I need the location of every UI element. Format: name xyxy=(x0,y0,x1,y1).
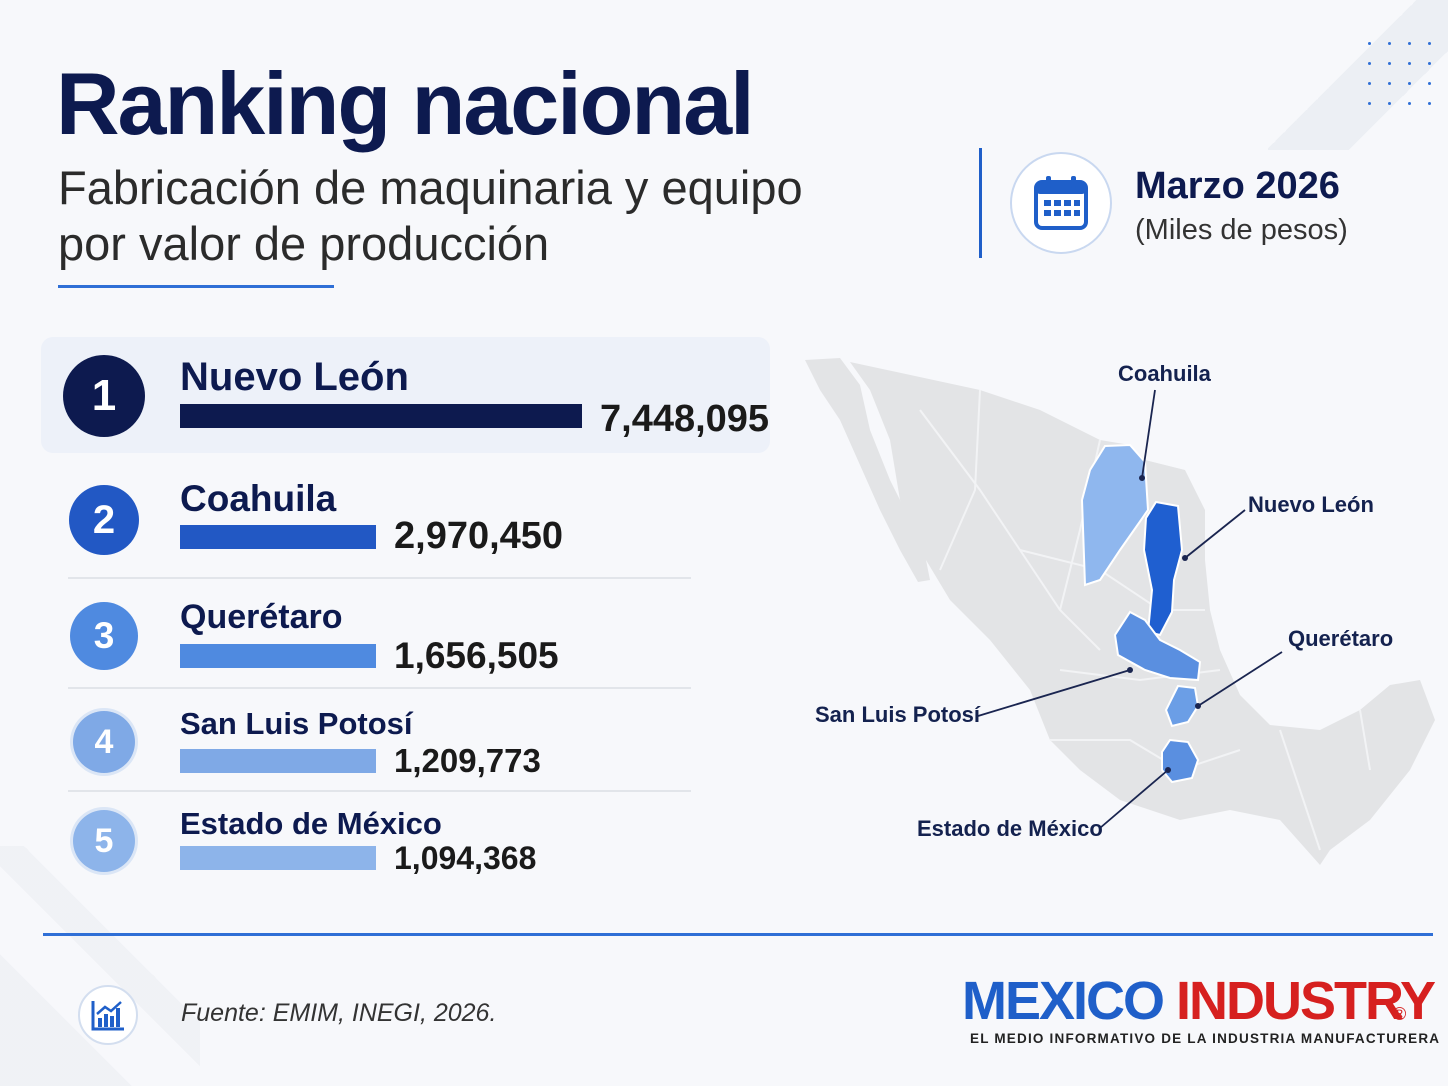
map-leader-lines xyxy=(977,389,1283,829)
map-label-queretaro: Querétaro xyxy=(1288,626,1393,651)
brand-logo-part1: MEXICO xyxy=(962,971,1165,1031)
decoration-dot xyxy=(1408,62,1411,65)
map-dot-estado-de-mexico xyxy=(1165,767,1171,773)
rank-badge: 2 xyxy=(69,485,139,555)
rank-value: 2,970,450 xyxy=(394,515,564,557)
decoration-dot xyxy=(1408,102,1411,105)
map-state-estado-de-mexico xyxy=(1161,738,1200,784)
rank-state-name: San Luis Potosí xyxy=(180,706,413,741)
footer-divider xyxy=(43,933,1433,936)
rank-badge: 1 xyxy=(63,355,145,437)
map-dot-queretaro xyxy=(1195,703,1201,709)
decoration-dot xyxy=(1428,102,1431,105)
decoration-dot xyxy=(1368,42,1371,45)
decoration-dot xyxy=(1368,102,1371,105)
map-state-nuevo-leon xyxy=(1142,500,1184,637)
rank-state-name: Coahuila xyxy=(180,478,337,519)
top-rank-highlight xyxy=(41,337,770,453)
chart-growth-icon xyxy=(91,1001,124,1031)
rank-value: 1,209,773 xyxy=(394,742,541,779)
page-title: Ranking nacional xyxy=(56,54,755,153)
brand-logo: MEXICO INDUSTRY xyxy=(962,971,1436,1031)
rank-separator xyxy=(68,577,691,579)
date-label: Marzo 2026 xyxy=(1135,165,1340,207)
map-mainland xyxy=(850,362,1435,865)
rank-bar xyxy=(180,404,582,428)
divider xyxy=(979,148,982,258)
brand-logo-part2: INDUSTRY xyxy=(1176,971,1436,1031)
rank-state-name: Nuevo León xyxy=(180,355,409,399)
decoration-dot xyxy=(1388,62,1391,65)
decoration-dot xyxy=(1388,82,1391,85)
registered-mark: ® xyxy=(1393,1004,1407,1024)
dot-grid-decoration xyxy=(1368,42,1434,106)
map-dot-nuevo-leon xyxy=(1182,555,1188,561)
rank-badge: 5 xyxy=(73,810,135,872)
map-state-san-luis-potosi xyxy=(1113,610,1202,682)
decoration-dot xyxy=(1428,62,1431,65)
corner-decoration-bottom xyxy=(0,846,200,1086)
rank-state-name: Querétaro xyxy=(180,598,343,636)
decoration-dot xyxy=(1368,82,1371,85)
page-subtitle: Fabricación de maquinaria y equipo por v… xyxy=(58,161,803,270)
map-state-queretaro xyxy=(1164,684,1200,728)
map-label-estado-de-mexico: Estado de México xyxy=(917,816,1103,841)
rank-badge: 3 xyxy=(70,602,138,670)
mexico-map: Coahuila Nuevo León Querétaro San Luis P… xyxy=(805,358,1435,865)
map-label-san-luis-potosi: San Luis Potosí xyxy=(815,702,981,727)
rank-badge: 4 xyxy=(73,711,135,773)
rank-bar xyxy=(180,749,376,773)
rank-value: 1,094,368 xyxy=(394,840,537,876)
map-label-nuevo-leon: Nuevo León xyxy=(1248,492,1374,517)
rank-bar xyxy=(180,525,376,549)
decoration-dot xyxy=(1408,82,1411,85)
source-badge xyxy=(78,985,138,1045)
calendar-icon xyxy=(1034,176,1088,230)
decoration-dot xyxy=(1408,42,1411,45)
decoration-dot xyxy=(1368,62,1371,65)
map-dot-coahuila xyxy=(1139,475,1145,481)
map-baja-california xyxy=(805,358,930,582)
rank-value: 7,448,095 xyxy=(600,398,770,440)
map-state-coahuila xyxy=(1080,443,1150,587)
units-label: (Miles de pesos) xyxy=(1135,214,1348,246)
decoration-dot xyxy=(1428,82,1431,85)
map-dot-san-luis-potosi xyxy=(1127,667,1133,673)
rank-separator xyxy=(68,790,691,792)
brand-tagline: EL MEDIO INFORMATIVO DE LA INDUSTRIA MAN… xyxy=(970,1031,1441,1046)
rank-bar xyxy=(180,644,376,668)
corner-decoration xyxy=(1268,0,1448,150)
map-label-coahuila: Coahuila xyxy=(1118,361,1212,386)
rank-bar xyxy=(180,846,376,870)
rank-separator xyxy=(68,687,691,689)
rank-value: 1,656,505 xyxy=(394,635,559,676)
decoration-dot xyxy=(1388,102,1391,105)
title-underline xyxy=(58,285,334,288)
decoration-dot xyxy=(1388,42,1391,45)
source-note: Fuente: EMIM, INEGI, 2026. xyxy=(181,999,497,1027)
calendar-badge xyxy=(1010,152,1112,254)
rank-state-name: Estado de México xyxy=(180,806,442,841)
decoration-dot xyxy=(1428,42,1431,45)
